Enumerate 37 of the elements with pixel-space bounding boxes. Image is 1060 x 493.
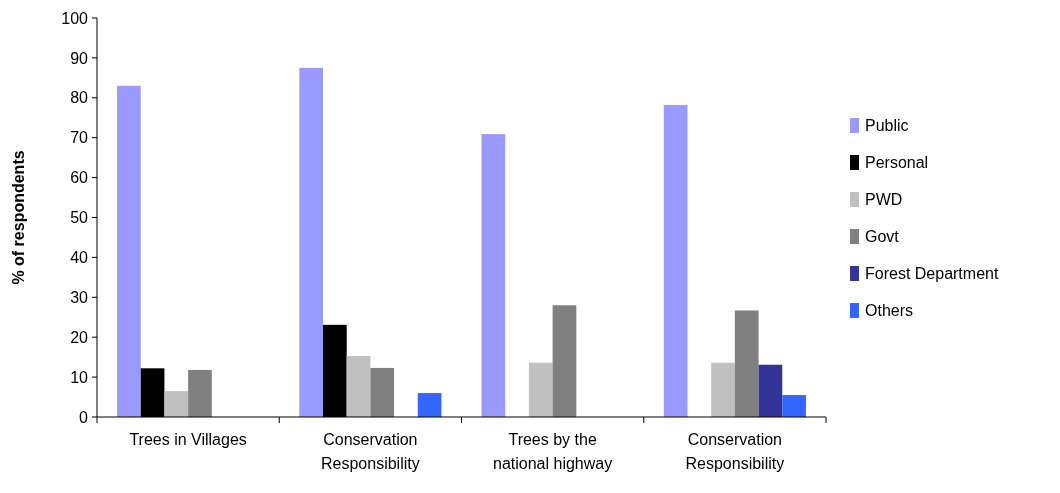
y-tick-label: 40: [70, 249, 89, 266]
bar: [663, 104, 688, 417]
bar: [711, 362, 735, 417]
bar: [346, 355, 371, 417]
bar: [734, 310, 759, 417]
x-tick-label: Conservation Responsibility: [321, 431, 420, 472]
y-tick-label: 50: [70, 209, 89, 227]
bar: [552, 305, 577, 417]
bar: [188, 369, 212, 417]
bar: [758, 364, 783, 417]
bar: [782, 395, 806, 417]
y-tick-label: 60: [70, 169, 89, 187]
x-tick-label: Trees in Villages: [129, 431, 247, 448]
y-tick-label: 0: [79, 408, 89, 426]
legend-label: Public: [865, 116, 909, 134]
legend-label: Forest Department: [865, 264, 999, 282]
y-axis-title: % of respondents: [10, 150, 27, 285]
y-tick-label: 100: [61, 9, 89, 27]
legend-label: Others: [865, 301, 914, 319]
legend-label: Personal: [865, 153, 929, 171]
y-tick-label: 90: [70, 49, 89, 67]
x-tick-label: Conservation Responsibility: [685, 431, 785, 472]
x-tick-label: Trees by the national highway: [493, 431, 613, 472]
y-tick-label: 30: [70, 288, 89, 306]
bar: [117, 85, 141, 417]
y-tick-label: 20: [70, 328, 89, 346]
bar: [417, 393, 442, 417]
y-tick-label: 80: [70, 89, 89, 107]
bar: [370, 367, 395, 417]
bar: [164, 391, 189, 417]
bar: [528, 362, 553, 417]
legend-label: Govt: [865, 227, 900, 245]
y-tick-label: 70: [70, 129, 89, 147]
bar: [481, 134, 506, 417]
y-tick-label: 10: [70, 368, 89, 386]
legend-label: PWD: [865, 190, 903, 208]
bar: [299, 67, 323, 417]
